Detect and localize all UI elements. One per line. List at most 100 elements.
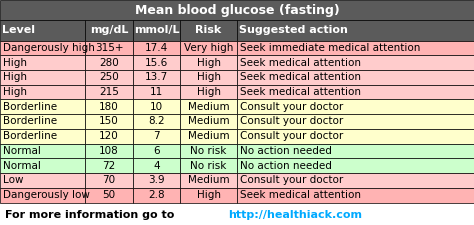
Bar	[180, 99, 237, 114]
Text: Consult your doctor: Consult your doctor	[240, 131, 344, 141]
Bar	[237, 55, 474, 70]
Bar	[180, 114, 237, 129]
Bar	[133, 114, 180, 129]
Bar	[237, 188, 474, 202]
Bar	[237, 158, 474, 173]
Bar	[85, 99, 133, 114]
Bar	[237, 129, 474, 144]
Bar	[180, 173, 237, 188]
Text: Seek medical attention: Seek medical attention	[240, 58, 361, 68]
Bar	[237, 99, 474, 114]
Text: 108: 108	[99, 146, 119, 156]
Bar	[180, 85, 237, 99]
Bar	[133, 55, 180, 70]
Bar	[0, 173, 85, 188]
Text: 15.6: 15.6	[145, 58, 168, 68]
Bar	[133, 70, 180, 85]
Text: 72: 72	[102, 161, 116, 171]
Bar	[180, 144, 237, 158]
Text: Medium: Medium	[188, 131, 229, 141]
Text: 215: 215	[99, 87, 119, 97]
Bar	[180, 129, 237, 144]
Bar	[0, 188, 85, 202]
Bar	[133, 129, 180, 144]
Bar	[237, 114, 474, 129]
Bar	[85, 55, 133, 70]
Text: 70: 70	[102, 176, 116, 185]
Text: Seek medical attention: Seek medical attention	[240, 190, 361, 200]
Bar	[85, 70, 133, 85]
Bar	[133, 40, 180, 55]
Bar	[0, 20, 85, 40]
Text: Medium: Medium	[188, 117, 229, 126]
Bar	[133, 158, 180, 173]
Text: 280: 280	[99, 58, 119, 68]
Bar	[85, 85, 133, 99]
Text: Consult your doctor: Consult your doctor	[240, 176, 344, 185]
Text: Risk: Risk	[195, 25, 222, 35]
Bar	[85, 173, 133, 188]
Text: Borderline: Borderline	[3, 102, 57, 112]
Bar	[85, 20, 133, 40]
Bar	[85, 129, 133, 144]
Text: 2.8: 2.8	[148, 190, 165, 200]
Bar	[0, 114, 85, 129]
Text: 4: 4	[153, 161, 160, 171]
Text: Level: Level	[2, 25, 36, 35]
Text: 150: 150	[99, 117, 119, 126]
Text: Seek medical attention: Seek medical attention	[240, 72, 361, 82]
Text: Normal: Normal	[3, 161, 41, 171]
Text: No action needed: No action needed	[240, 161, 332, 171]
Text: Mean blood glucose (fasting): Mean blood glucose (fasting)	[135, 4, 339, 17]
Text: Normal: Normal	[3, 146, 41, 156]
Text: High: High	[3, 58, 27, 68]
Text: Dangerously high: Dangerously high	[3, 43, 95, 53]
Bar	[133, 173, 180, 188]
Bar	[180, 40, 237, 55]
Text: High: High	[197, 190, 220, 200]
Bar	[133, 85, 180, 99]
Bar	[0, 129, 85, 144]
Bar	[0, 40, 85, 55]
Bar	[0, 0, 474, 20]
Text: High: High	[3, 72, 27, 82]
Text: Medium: Medium	[188, 102, 229, 112]
Text: mmol/L: mmol/L	[134, 25, 179, 35]
Bar	[85, 188, 133, 202]
Text: Very high: Very high	[184, 43, 233, 53]
Bar	[85, 144, 133, 158]
Text: 50: 50	[102, 190, 116, 200]
Bar	[237, 20, 474, 40]
Text: 120: 120	[99, 131, 119, 141]
Bar	[237, 40, 474, 55]
Text: 17.4: 17.4	[145, 43, 168, 53]
Bar	[85, 114, 133, 129]
Bar	[85, 158, 133, 173]
Bar	[0, 158, 85, 173]
Text: High: High	[197, 72, 220, 82]
Text: Suggested action: Suggested action	[239, 25, 348, 35]
Text: Dangerously low: Dangerously low	[3, 190, 90, 200]
Text: 3.9: 3.9	[148, 176, 165, 185]
Bar	[85, 40, 133, 55]
Text: Borderline: Borderline	[3, 131, 57, 141]
Bar	[180, 70, 237, 85]
Bar	[0, 144, 85, 158]
Text: 7: 7	[153, 131, 160, 141]
Text: 11: 11	[150, 87, 163, 97]
Text: Borderline: Borderline	[3, 117, 57, 126]
Text: 315+: 315+	[95, 43, 123, 53]
Text: http://healthiack.com: http://healthiack.com	[228, 211, 362, 220]
Text: High: High	[197, 87, 220, 97]
Bar	[133, 20, 180, 40]
Text: 6: 6	[153, 146, 160, 156]
Bar	[180, 188, 237, 202]
Bar	[0, 55, 85, 70]
Bar	[180, 55, 237, 70]
Text: No risk: No risk	[191, 146, 227, 156]
Text: No risk: No risk	[191, 161, 227, 171]
Text: Consult your doctor: Consult your doctor	[240, 117, 344, 126]
Bar	[0, 85, 85, 99]
Text: Seek immediate medical attention: Seek immediate medical attention	[240, 43, 421, 53]
Bar	[133, 188, 180, 202]
